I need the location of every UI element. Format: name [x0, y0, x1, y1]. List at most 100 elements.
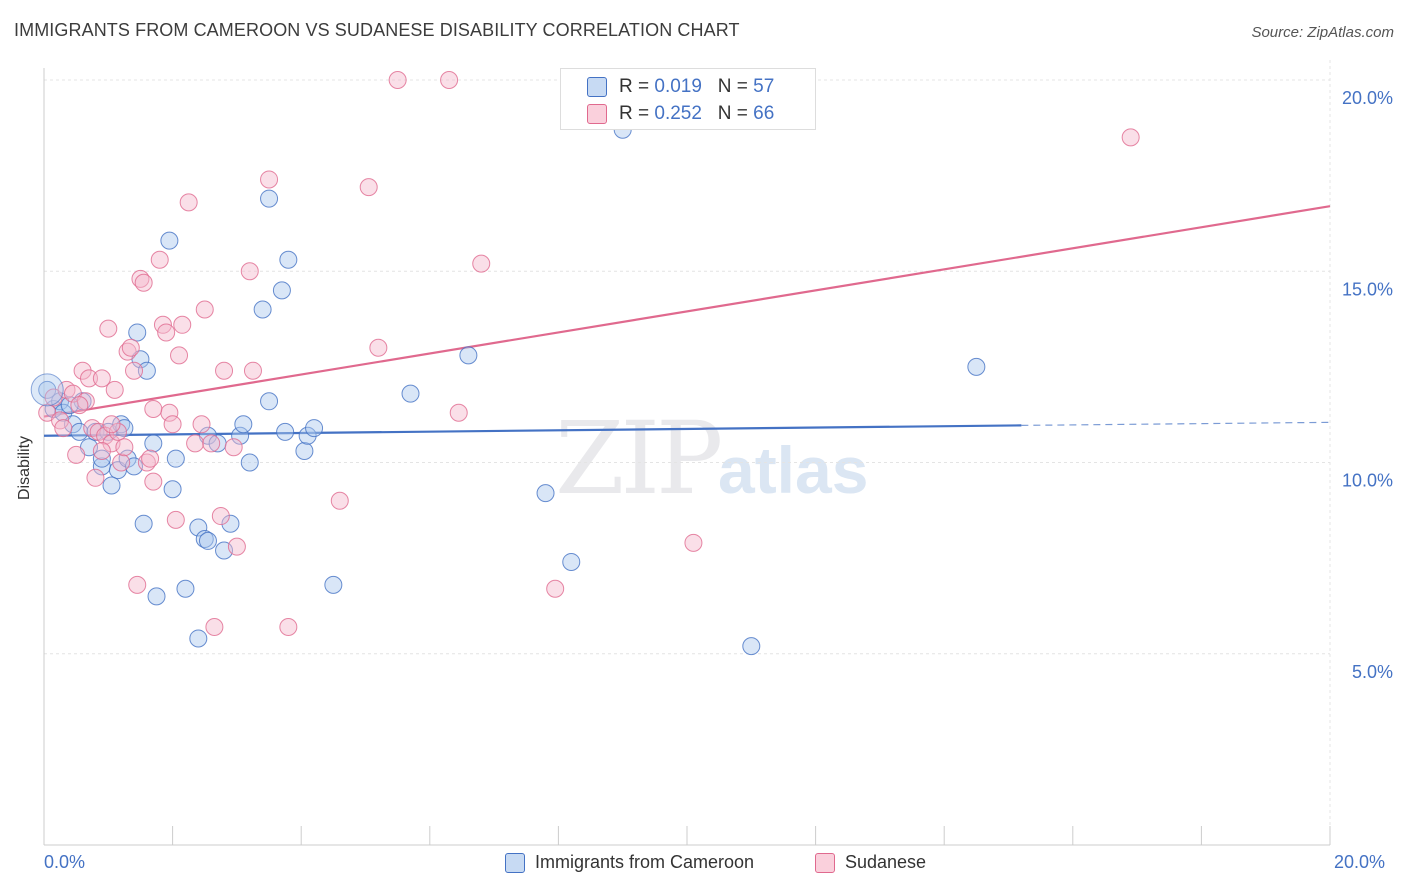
point-sudanese	[54, 419, 73, 438]
legend-item-sudanese[interactable]: Sudanese	[815, 852, 926, 873]
legend-swatch-sudanese	[815, 852, 835, 873]
r-label: R =	[619, 76, 655, 97]
point-cameroon	[967, 357, 986, 376]
point-sudanese	[163, 415, 182, 434]
point-cameroon	[324, 575, 343, 594]
point-cameroon	[147, 587, 166, 606]
point-sudanese	[449, 403, 468, 422]
y-tick-label: 5.0%	[1352, 662, 1393, 682]
point-sudanese	[202, 434, 221, 453]
point-sudanese	[92, 442, 111, 461]
point-sudanese	[141, 449, 160, 468]
x-tick-label-min: 0.0%	[44, 852, 86, 872]
trend-line-cameroon	[43, 424, 1022, 437]
stats-legend-row-sudanese: R = 0.252 N = 66	[587, 103, 774, 125]
point-cameroon	[295, 442, 314, 461]
point-cameroon	[189, 629, 208, 648]
point-cameroon	[198, 531, 217, 550]
point-cameroon	[166, 449, 185, 468]
y-tick-label: 10.0%	[1342, 471, 1393, 491]
point-sudanese	[260, 170, 279, 189]
trend-line-sudanese	[43, 205, 1331, 418]
sudanese-n-value: 66	[753, 103, 775, 124]
y-axis-label: Disability	[16, 435, 33, 500]
point-sudanese	[108, 422, 127, 441]
point-sudanese	[224, 438, 243, 457]
point-sudanese	[102, 415, 121, 434]
point-cameroon	[459, 346, 478, 365]
stats-legend: R = 0.019 N = 57 R = 0.252 N = 66	[560, 68, 816, 130]
legend-item-cameroon[interactable]: Immigrants from Cameroon	[505, 852, 754, 873]
point-cameroon	[260, 189, 279, 208]
point-sudanese	[684, 533, 703, 552]
point-sudanese	[166, 510, 185, 529]
point-sudanese	[179, 193, 198, 212]
point-sudanese	[192, 415, 211, 434]
point-sudanese	[144, 399, 163, 418]
sudanese-r-value: 0.252	[654, 103, 702, 124]
point-sudanese	[112, 453, 131, 472]
point-cameroon	[231, 426, 250, 445]
point-cameroon	[536, 484, 555, 503]
point-sudanese	[144, 472, 163, 491]
y-tick-labels: 5.0% 10.0% 15.0% 20.0%	[1342, 88, 1393, 682]
point-sudanese	[150, 250, 169, 269]
cameroon-n-value: 57	[753, 76, 775, 97]
point-sudanese	[92, 369, 111, 388]
point-cameroon	[92, 449, 111, 468]
point-cameroon	[176, 579, 195, 598]
point-cameroon	[234, 415, 253, 434]
point-sudanese	[173, 315, 192, 334]
point-cameroon	[163, 480, 182, 499]
point-cameroon	[160, 231, 179, 250]
point-sudanese	[215, 361, 234, 380]
point-cameroon-large	[30, 373, 64, 407]
series-legend: Immigrants from Cameroon Sudanese	[0, 852, 1406, 876]
point-sudanese	[115, 438, 134, 457]
point-cameroon	[276, 422, 295, 441]
point-cameroon	[298, 426, 317, 445]
point-sudanese	[125, 361, 144, 380]
point-sudanese	[121, 338, 140, 357]
point-sudanese	[440, 71, 459, 89]
point-cameroon	[189, 518, 208, 537]
chart-title: IMMIGRANTS FROM CAMEROON VS SUDANESE DIS…	[14, 20, 740, 40]
cameroon-r-value: 0.019	[654, 76, 702, 97]
point-sudanese	[70, 396, 89, 415]
trend-lines	[43, 205, 1331, 437]
point-cameroon	[128, 323, 147, 342]
point-sudanese	[227, 537, 246, 556]
source-label: Source: ZipAtlas.com	[1251, 24, 1394, 41]
point-sudanese	[105, 380, 124, 399]
point-sudanese	[388, 71, 407, 89]
point-sudanese	[279, 617, 298, 636]
sudanese-swatch	[587, 104, 607, 124]
axes	[43, 68, 1331, 846]
point-sudanese	[211, 507, 230, 526]
point-sudanese	[195, 300, 214, 319]
r-label: R =	[619, 103, 655, 124]
point-cameroon	[260, 392, 279, 411]
point-sudanese	[205, 617, 224, 636]
point-cameroon	[305, 419, 324, 438]
stats-legend-row-cameroon: R = 0.019 N = 57	[587, 76, 774, 98]
x-tick-label-max: 20.0%	[1334, 852, 1386, 872]
data-points	[30, 71, 1140, 656]
point-sudanese	[157, 323, 176, 342]
point-sudanese	[67, 445, 86, 464]
legend-label-sudanese: Sudanese	[845, 852, 927, 872]
point-sudanese	[170, 346, 189, 365]
point-sudanese	[330, 491, 349, 510]
watermark-zip: ZIP	[555, 400, 723, 517]
point-sudanese	[128, 575, 147, 594]
y-tick-label: 15.0%	[1342, 279, 1393, 299]
point-sudanese	[73, 361, 92, 380]
trend-line-cameroon-extension	[1021, 421, 1331, 426]
point-sudanese	[80, 369, 99, 388]
point-cameroon	[195, 530, 214, 548]
point-sudanese	[359, 178, 378, 197]
legend-swatch-cameroon	[505, 852, 525, 873]
point-cameroon	[102, 476, 121, 495]
point-cameroon	[240, 453, 259, 472]
